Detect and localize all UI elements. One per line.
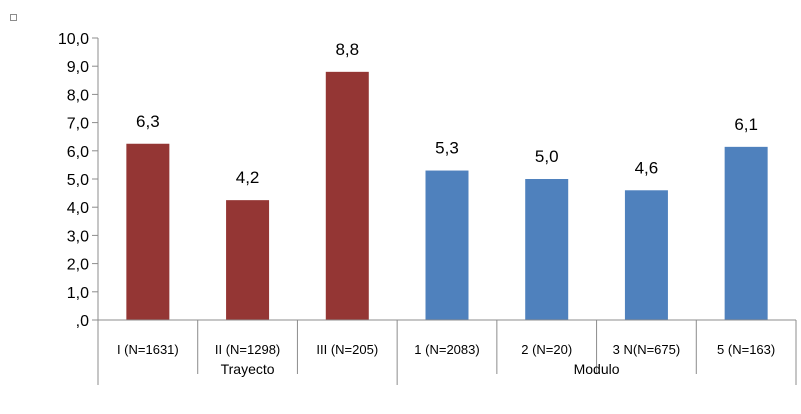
bar <box>126 143 170 320</box>
data-label: 4,6 <box>635 158 659 177</box>
category-label: 1 (N=2083) <box>414 342 479 357</box>
data-label: 6,3 <box>136 112 160 131</box>
category-label: III (N=205) <box>316 342 378 357</box>
y-tick-label: 5,0 <box>67 172 89 189</box>
y-tick-label: ,0 <box>76 313 89 330</box>
y-tick-label: 10,0 <box>58 31 89 48</box>
y-tick-label: 4,0 <box>67 200 89 217</box>
y-tick-label: 1,0 <box>67 285 89 302</box>
data-label: 5,3 <box>435 139 459 158</box>
data-label: 8,8 <box>335 40 359 59</box>
category-labels: I (N=1631) II (N=1298) III (N=205) 1 (N=208… <box>117 342 775 357</box>
y-tick-label: 3,0 <box>67 228 89 245</box>
axes <box>97 38 797 385</box>
data-labels: 6,3 4,2 8,8 5,3 5,0 4,6 6,1 <box>136 40 758 187</box>
bar <box>624 190 668 320</box>
group-labels: Trayecto Modulo <box>221 361 620 377</box>
bar <box>226 200 270 320</box>
corner-marker <box>10 14 17 21</box>
y-tick-label: 8,0 <box>67 87 89 104</box>
group-label: Modulo <box>574 361 620 377</box>
data-label: 4,2 <box>236 168 260 187</box>
category-label: II (N=1298) <box>215 342 280 357</box>
bar <box>425 170 469 320</box>
y-axis-ticks: ,0 1,0 2,0 3,0 4,0 5,0 6,0 7,0 8,0 9,0 10,0 <box>58 31 98 330</box>
y-tick-label: 6,0 <box>67 144 89 161</box>
category-label: 5 (N=163) <box>717 342 775 357</box>
y-tick-label: 9,0 <box>67 59 89 76</box>
group-label: Trayecto <box>221 361 275 377</box>
bar <box>325 71 369 320</box>
y-tick-label: 7,0 <box>67 116 89 133</box>
data-label: 5,0 <box>535 147 559 166</box>
bars <box>126 71 768 320</box>
y-tick-label: 2,0 <box>67 257 89 274</box>
bar <box>724 146 768 320</box>
data-label: 6,1 <box>734 115 758 134</box>
category-label: I (N=1631) <box>117 342 179 357</box>
category-label: 2 (N=20) <box>521 342 572 357</box>
category-label: 3 N(N=675) <box>613 342 681 357</box>
bar <box>525 179 569 320</box>
